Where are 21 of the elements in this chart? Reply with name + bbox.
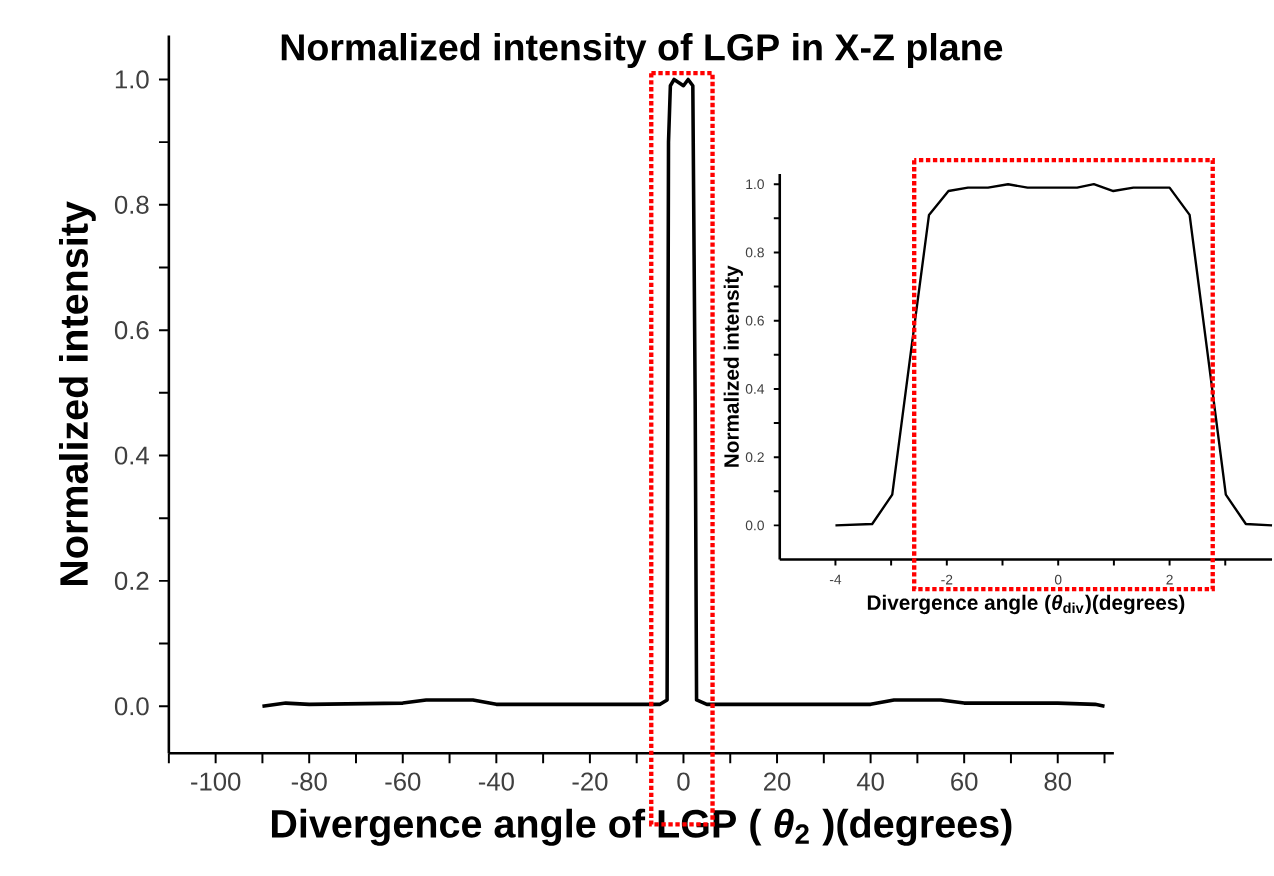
chart-title: Normalized intensity of LGP in X-Z plane	[281, 33, 1003, 69]
y-tick-label: 0.2	[114, 571, 149, 591]
x-tick-label: -80	[291, 772, 327, 791]
x-tick-label: -40	[478, 772, 514, 791]
y-tick-label: 0.4	[114, 446, 149, 465]
y-axis-title: Normalized intensity	[58, 201, 96, 586]
x-tick-label: -20	[572, 772, 608, 791]
y-tick-label: 1.0	[115, 70, 149, 89]
x-tick-label: 20	[764, 772, 791, 791]
x-axis-title: Divergence angle (θ$_{div}$)(degrees)	[867, 594, 1185, 615]
x-axis-title: Divergence angle of LGP ( θ$_{2}$ )(degrees)	[271, 808, 1012, 846]
y-axis-title: Normalized intensity	[723, 265, 743, 467]
y-tick-label: 0.0	[114, 697, 149, 716]
x-tick-label: 0	[677, 772, 690, 791]
x-tick-label: 80	[1044, 772, 1072, 791]
x-tick-label: -100	[191, 772, 241, 791]
x-tick-label: 40	[856, 772, 884, 791]
x-tick-label: -60	[385, 772, 421, 791]
x-tick-label: 60	[951, 772, 978, 791]
y-tick-label: 0.6	[114, 321, 149, 340]
y-tick-label: 0.8	[114, 195, 149, 214]
